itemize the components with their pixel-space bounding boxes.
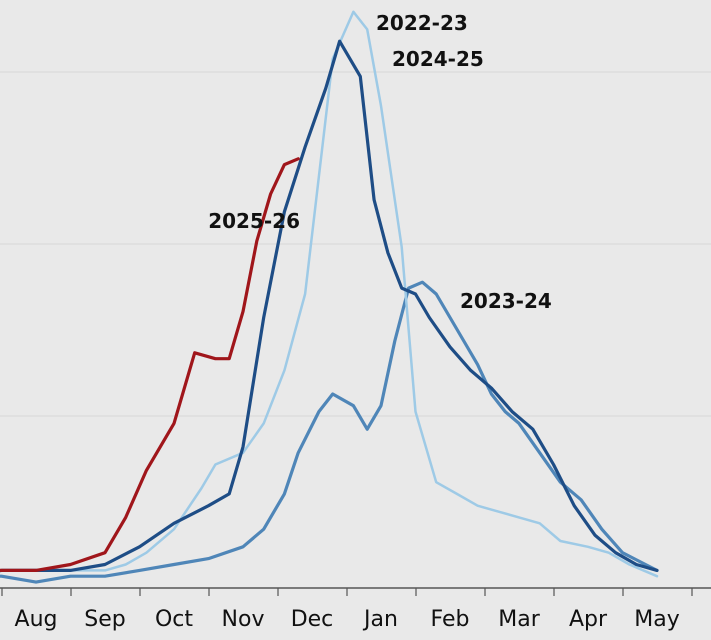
series-label-2025-26: 2025-26: [208, 209, 300, 233]
series-label-2023-24: 2023-24: [460, 289, 552, 313]
x-tick-layer: AugSepOctNovDecJanFebMarAprMayJ: [1, 588, 693, 632]
series-label-2022-23: 2022-23: [376, 11, 468, 35]
series-label-2024-25: 2024-25: [392, 47, 484, 71]
x-tick-label: Sep: [84, 607, 125, 632]
series-line-2023-24: [0, 280, 659, 584]
x-tick-label: Dec: [291, 607, 334, 632]
series-line-2024-25: [0, 39, 659, 573]
x-tick-label: Feb: [431, 607, 470, 632]
x-tick-label: Mar: [498, 607, 540, 632]
series-label-layer: 2022-23 2023-24 2024-25 2025-26: [208, 11, 552, 313]
x-tick-label: May: [634, 607, 679, 632]
x-tick-label: Oct: [155, 607, 193, 632]
series-line-2022-23: [0, 10, 659, 578]
series-line-2025-26: [0, 157, 300, 572]
x-tick-label: Apr: [569, 607, 608, 632]
x-tick-label: Jan: [362, 607, 398, 632]
x-tick-label: Aug: [15, 607, 58, 632]
x-tick-label: Nov: [222, 607, 265, 632]
grid-layer: [0, 71, 711, 417]
series-layer: [0, 10, 659, 584]
